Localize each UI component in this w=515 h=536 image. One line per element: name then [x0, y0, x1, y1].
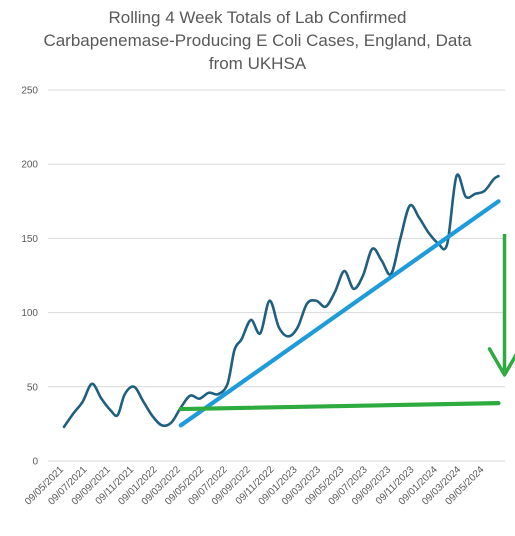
chart-title-line-2: Carbapenemase-Producing E Coli Cases, En… [43, 31, 472, 50]
x-axis-ticks: 09/05/202109/07/202109/09/202109/11/2021… [23, 464, 487, 507]
chart-title: Rolling 4 Week Totals of Lab Confirmed C… [0, 6, 515, 75]
gridlines [48, 89, 505, 462]
y-tick-label: 150 [21, 234, 38, 245]
trend-line-blue [178, 199, 501, 428]
chart-title-line-3: from UKHSA [208, 54, 307, 73]
arrow-head [487, 347, 515, 377]
y-tick-label: 50 [27, 382, 39, 393]
y-axis-ticks: 0 50 100 150 200 250 [21, 86, 38, 468]
chart-title-line-1: Rolling 4 Week Totals of Lab Confirmed [108, 8, 407, 27]
y-tick-label: 0 [32, 457, 38, 468]
annotations [487, 233, 515, 377]
trend-line-green [178, 401, 501, 412]
series-line-cases [62, 173, 500, 429]
y-tick-label: 250 [21, 86, 38, 97]
series-group [62, 173, 501, 429]
y-tick-label: 200 [21, 160, 38, 171]
y-tick-label: 100 [21, 308, 38, 319]
